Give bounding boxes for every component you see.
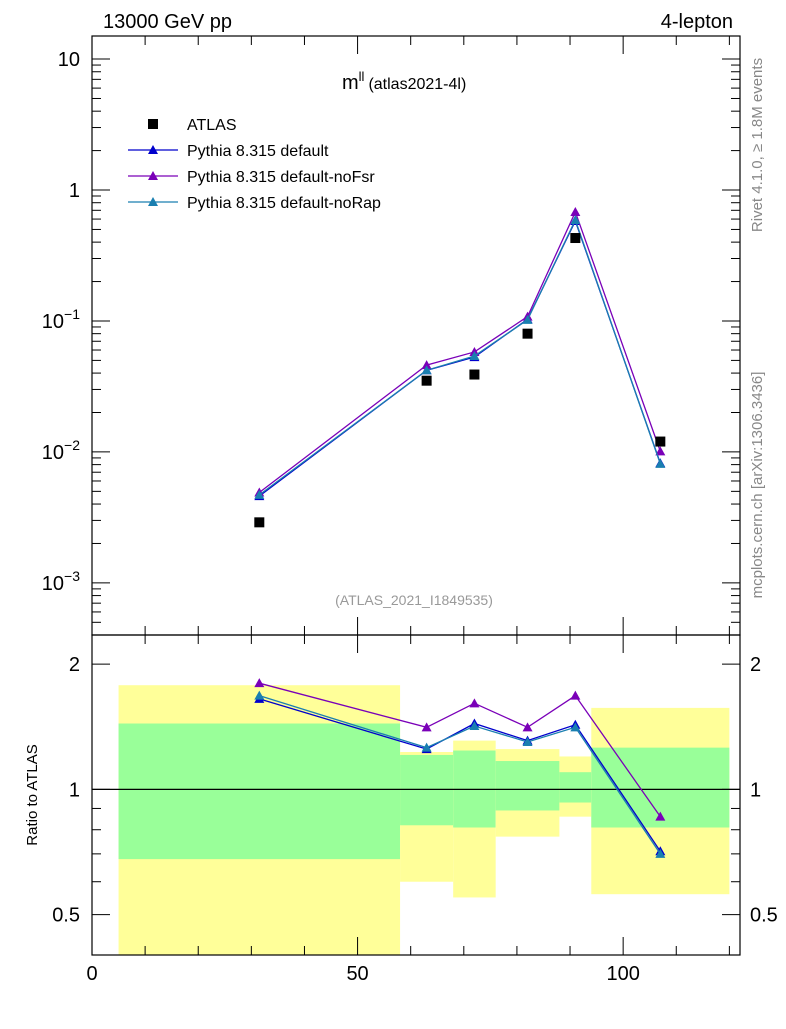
main-panel <box>254 206 666 528</box>
legend-marker-atlas <box>148 119 158 129</box>
ratio-marker-s2-0 <box>254 690 265 700</box>
main-ytick-label-0: 10 <box>58 49 80 71</box>
ratio-panel-frame: 2 2 1 1 0.5 0.5 0 50 100 <box>52 634 778 985</box>
main-ytick-exp: −1 <box>64 306 80 322</box>
ratio-ytick-label-left-1: 1 <box>69 779 80 801</box>
ratio-line-2 <box>259 695 661 855</box>
atlas-point-5 <box>655 436 666 447</box>
ratio-xtick-label-1: 50 <box>346 963 368 985</box>
plot-title-main: m <box>342 72 359 94</box>
green-band-1 <box>400 754 454 826</box>
legend-marker-0 <box>148 145 158 154</box>
main-marker-s2-4 <box>570 215 581 225</box>
main-line-1 <box>258 210 661 494</box>
main-ytick-base: 10 <box>42 311 64 333</box>
atlas-point-4 <box>570 233 581 244</box>
plot-title-sub: (atlas2021-4l) <box>368 76 466 93</box>
main-marker-s2-0 <box>254 489 265 499</box>
main-ytick-label-1: 1 <box>69 180 80 202</box>
ratio-marker-s1-3 <box>522 722 533 732</box>
main-ytick-base: 10 <box>42 573 64 595</box>
main-ytick-exp: −3 <box>64 568 80 584</box>
main-marker-s1-1 <box>421 360 432 370</box>
ratio-marker-s2-3 <box>522 736 533 746</box>
atlas-point-2 <box>469 369 480 380</box>
main-marker-s2-5 <box>655 458 666 468</box>
ratio-ytick-label-right-1: 1 <box>750 779 761 801</box>
mcplots-label: mcplots.cern.ch [arXiv:1306.3436] <box>749 372 766 599</box>
plot-title: mll (atlas2021-4l) <box>342 69 466 94</box>
main-marker-s2-3 <box>522 314 533 324</box>
legend-label-norap: Pythia 8.315 default-noRap <box>187 195 381 212</box>
atlas-point-1 <box>421 375 432 386</box>
ratio-line-0 <box>259 698 661 852</box>
ratio-ytick-label-left-0: 2 <box>69 654 80 676</box>
main-ytick-label-4: 10−3 <box>42 568 80 595</box>
main-marker-s2-2 <box>469 351 480 361</box>
header-left: 13000 GeV pp <box>103 11 232 33</box>
ratio-xtick-label-2: 100 <box>606 963 639 985</box>
rivet-label: Rivet 4.1.0, ≥ 1.8M events <box>749 58 766 232</box>
ratio-panel <box>92 678 740 858</box>
main-marker-s1-5 <box>655 446 666 456</box>
ratio-marker-s2-1 <box>421 742 432 752</box>
ratio-marker-s1-2 <box>469 698 480 708</box>
ratio-ytick-label-right-0: 2 <box>750 654 761 676</box>
plot-title-sup: ll <box>359 69 365 84</box>
main-ytick-base: 10 <box>42 442 64 464</box>
legend-label-default: Pythia 8.315 default <box>187 143 329 160</box>
legend-marker-1 <box>148 171 158 180</box>
ratio-marker-s2-5 <box>655 848 666 858</box>
main-marker-s1-4 <box>570 206 581 216</box>
header-right: 4-lepton <box>661 11 733 33</box>
legend-marker-2 <box>148 197 158 206</box>
main-marker-s2-1 <box>421 365 432 375</box>
legend-label-atlas: ATLAS <box>187 117 237 134</box>
green-band-3 <box>495 761 560 811</box>
ratio-marker-s1-1 <box>421 722 432 732</box>
ratio-marker-s1-5 <box>655 811 666 821</box>
main-ytick-label-3: 10−2 <box>42 437 80 464</box>
legend-label-nofsr: Pythia 8.315 default-noFsr <box>187 169 375 186</box>
green-band-0 <box>118 723 401 860</box>
ratio-ylabel: Ratio to ATLAS <box>24 744 41 845</box>
main-line-0 <box>258 219 661 497</box>
ratio-marker-s2-2 <box>469 721 480 731</box>
ratio-uncertainty-bands <box>118 685 730 955</box>
ratio-marker-s2-4 <box>570 722 581 732</box>
ratio-marker-s1-4 <box>570 690 581 700</box>
ratio-frame-box <box>91 634 741 956</box>
ratio-marker-s1-0 <box>254 678 265 688</box>
ratio-ytick-label-left-2: 0.5 <box>52 905 80 927</box>
atlas-point-3 <box>522 328 533 339</box>
atlas-point-0 <box>254 517 265 528</box>
ratio-ytick-label-right-2: 0.5 <box>750 905 778 927</box>
main-line-2 <box>258 218 661 496</box>
analysis-watermark: (ATLAS_2021_I1849535) <box>335 592 493 608</box>
main-ytick-label-2: 10−1 <box>42 306 80 333</box>
main-ytick-exp: −2 <box>64 437 80 453</box>
ratio-xtick-label-0: 0 <box>86 963 97 985</box>
ratio-line-1 <box>259 682 661 818</box>
green-band-4 <box>559 772 592 803</box>
legend: ATLAS Pythia 8.315 default Pythia 8.315 … <box>128 117 381 212</box>
